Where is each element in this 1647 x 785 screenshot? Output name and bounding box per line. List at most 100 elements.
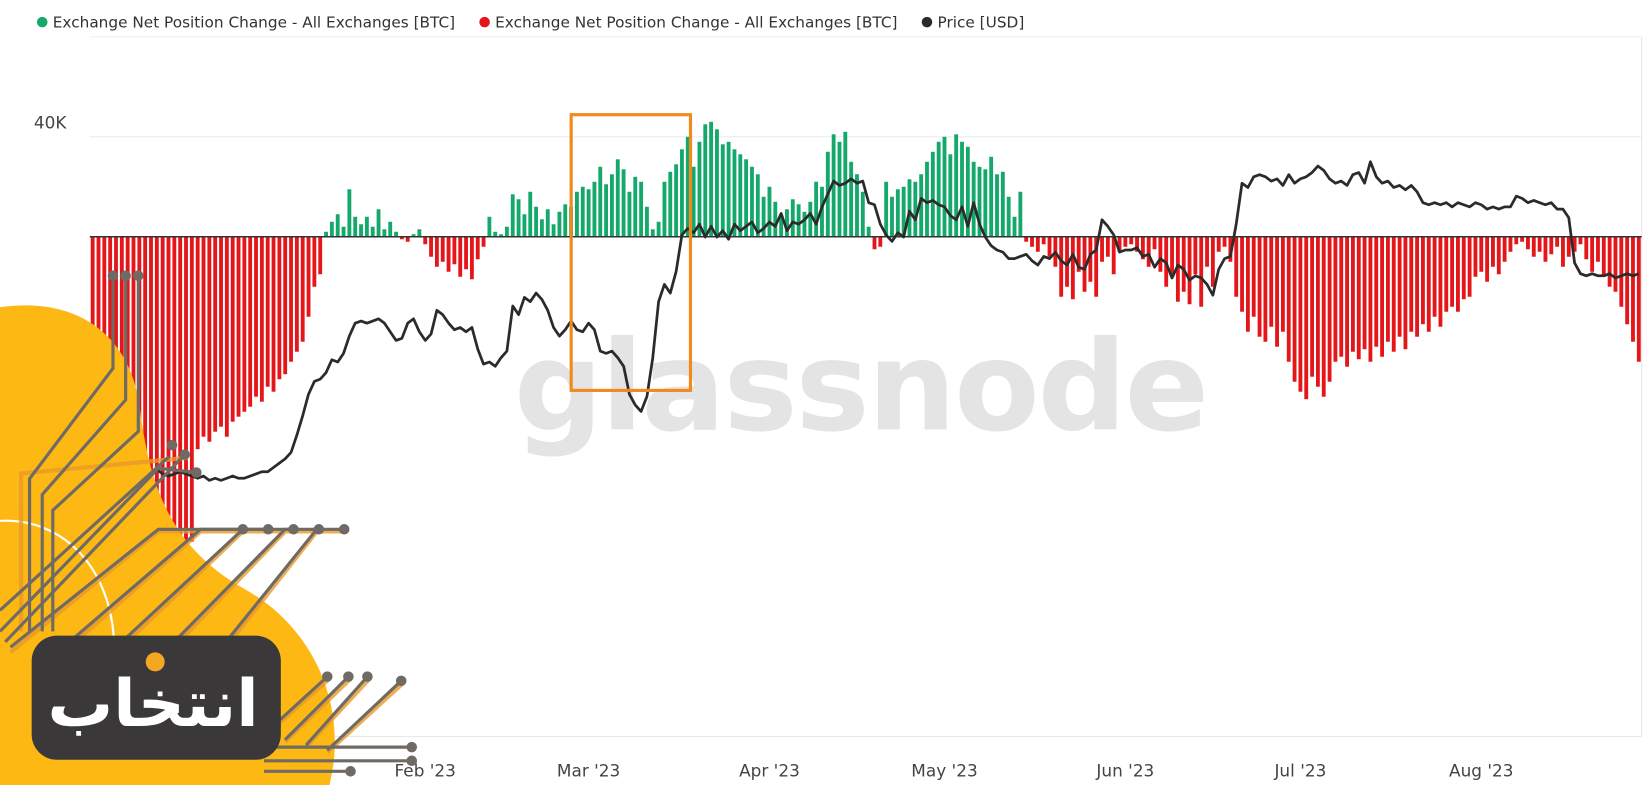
bar [831,134,836,237]
bar [277,236,282,380]
bar [691,166,696,237]
logo-text: انتخاب [47,666,258,742]
bar [995,174,999,237]
bar [960,141,964,237]
bar [633,176,638,237]
bar [989,156,994,237]
bar [1350,236,1355,352]
legend: Exchange Net Position Change - All Excha… [36,13,1025,31]
price-line [92,160,1640,482]
x-tick-label: Apr '23 [739,761,800,781]
bar [1006,196,1011,237]
bar [574,191,579,237]
y-tick-label: 40K [34,112,68,132]
bar [1596,236,1600,262]
bar [808,201,813,237]
bar [1619,236,1624,307]
bar [1514,236,1519,245]
bar [1310,236,1314,377]
underlay: glassnode [514,316,1209,460]
bar [294,236,299,352]
bar [504,226,509,237]
bar [254,236,258,397]
x-tick-label: Mar '23 [557,761,620,781]
bar [178,236,183,537]
bar [1461,236,1466,300]
bar [1526,236,1530,250]
bar [855,174,859,237]
bar [598,166,603,237]
bar [283,236,288,375]
bar [1345,236,1350,367]
bar [1158,236,1163,272]
bar [189,236,194,542]
bar [1280,236,1285,332]
x-tick-label: Jul '23 [1273,761,1326,781]
bar [1152,236,1157,250]
bar [942,136,947,237]
bar [563,204,568,237]
bar [236,236,241,417]
bar [1508,236,1513,252]
bar [259,236,264,402]
x-tick-label: May '23 [911,761,977,781]
bar [1094,236,1099,297]
bar [289,236,293,362]
bar [318,236,323,275]
bar [1491,236,1495,267]
bar [1631,236,1635,342]
bar [965,146,970,237]
bar [388,221,393,237]
logo-coin [145,652,165,672]
bar [1356,236,1361,360]
bar [224,236,229,437]
bar [954,134,959,237]
bar [213,236,218,432]
bar [1059,236,1064,297]
bar [586,189,591,237]
bar [650,229,655,237]
bar [143,236,148,535]
legend-label: Price [USD] [938,13,1025,31]
bar [674,164,679,237]
bar [1269,236,1274,327]
bar [1146,236,1151,267]
bar [1409,236,1414,332]
bar [1531,236,1536,257]
bar [376,209,381,237]
bar [767,186,772,237]
bar [837,141,842,237]
bar [184,236,188,547]
bar [353,216,358,237]
bar [580,186,585,237]
legend-label: Exchange Net Position Change - All Excha… [495,13,897,31]
bar [528,191,533,237]
bar [551,224,556,237]
bar [1403,236,1408,350]
bar [534,206,539,237]
bar [1292,236,1297,382]
bar [1170,236,1174,277]
bar [1065,236,1069,287]
bar [510,194,515,237]
bar [872,236,877,250]
bar [1321,236,1326,397]
bar [697,141,702,237]
bar [1636,236,1641,362]
bar [1263,236,1268,342]
bar [645,206,649,237]
bar [720,144,725,237]
bar [1380,236,1385,357]
bar [248,236,253,407]
bar [1240,236,1244,312]
bar [814,181,819,237]
bar [1502,236,1507,262]
bar [1315,236,1320,387]
bar [779,214,784,237]
bar [1234,236,1239,297]
bar [1339,236,1344,357]
bar [884,181,889,237]
bar [423,236,428,245]
bar [207,236,212,442]
